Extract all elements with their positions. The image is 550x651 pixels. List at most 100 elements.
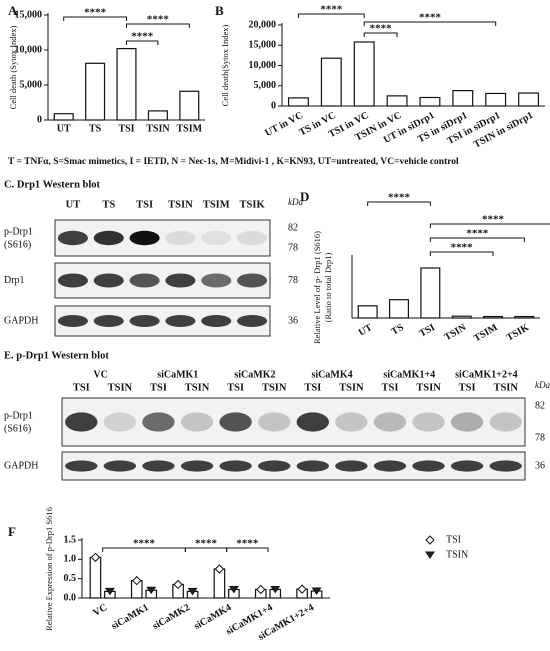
bar	[147, 110, 168, 121]
row-label: (S616)	[4, 423, 31, 434]
bar-marker	[132, 575, 142, 586]
bar	[518, 92, 540, 107]
lane-label: TSIN	[416, 382, 441, 393]
blot-band	[165, 230, 196, 246]
blot-band	[237, 230, 268, 246]
row-label: GAPDH	[4, 460, 38, 471]
x-tick-label: VC	[91, 602, 109, 619]
blot-band	[201, 273, 232, 288]
lane-label: TSI	[459, 382, 476, 393]
bar	[485, 92, 507, 107]
bar	[357, 305, 378, 319]
significance-label: ****	[482, 214, 505, 226]
significance-bracket	[126, 23, 190, 28]
blot-band	[65, 412, 98, 432]
panel-label: A	[8, 3, 18, 18]
group-label: siCaMK1+2+4	[455, 369, 518, 380]
x-tick-label: siCaMK2	[151, 602, 192, 632]
y-tick-label: 10,000	[249, 60, 277, 71]
bar	[419, 96, 441, 107]
blot-band	[335, 460, 368, 472]
blot-band	[142, 460, 175, 472]
blot-band	[180, 460, 214, 472]
y-axis-label: Cell death (Sytox Index)	[8, 25, 18, 109]
bar-marker	[173, 579, 183, 590]
y-tick-label: 1.0	[64, 554, 77, 565]
significance-label: ****	[236, 538, 259, 550]
y-tick-label: 0	[37, 114, 42, 125]
group-label: siCaMK2	[234, 369, 275, 380]
y-axis-label: Relative Level of p- Drp1 (S616)	[312, 231, 322, 344]
x-tick-label: UT	[357, 322, 375, 339]
blot-band	[219, 412, 252, 432]
significance-label: ****	[320, 4, 343, 16]
x-tick-label: TSI	[418, 322, 438, 340]
blot-band	[201, 230, 232, 246]
y-tick-label: 5,000	[254, 80, 277, 91]
bar	[386, 95, 408, 107]
blot-band	[296, 460, 329, 472]
bar	[420, 267, 441, 319]
marker-label: 82	[288, 222, 298, 233]
significance-bracket	[126, 40, 159, 45]
lane-label: TSIN	[108, 382, 133, 393]
blot-band	[489, 412, 522, 432]
lane-label: TSI	[136, 199, 153, 210]
bar	[179, 90, 200, 121]
x-tick-label: siCaMK1	[110, 602, 151, 632]
row-label: (S616)	[4, 239, 31, 250]
significance-bracket	[363, 32, 398, 37]
blot-band	[412, 412, 445, 432]
bar-marker	[187, 587, 198, 596]
bar	[85, 62, 106, 121]
bar	[353, 41, 375, 107]
significance-bracket	[363, 21, 497, 26]
significance-label: ****	[466, 228, 489, 240]
blot-unit: kDa	[535, 380, 550, 390]
significance-bracket	[429, 237, 525, 242]
x-tick-label: TSIN	[443, 322, 469, 344]
y-tick-label: 1.5	[64, 534, 77, 545]
bar-marker	[311, 587, 322, 595]
bar	[452, 90, 474, 107]
blot-band	[93, 230, 124, 246]
blot-band	[165, 315, 196, 327]
lane-label: TS	[102, 199, 115, 210]
significance-label: ****	[133, 538, 156, 550]
bar	[483, 315, 504, 319]
x-tick-label: TSIM	[177, 123, 203, 134]
marker-label: 36	[535, 460, 545, 471]
y-tick-label: 15,000	[15, 9, 43, 20]
blot-title: E. p-Drp1 Western blot	[4, 350, 109, 361]
x-tick-label: TSIN	[146, 123, 170, 134]
lane-label: TSI	[73, 382, 90, 393]
lane-label: TSIM	[203, 199, 230, 210]
group-label: siCaMK1	[157, 369, 198, 380]
row-label: GAPDH	[4, 315, 38, 326]
blot-band	[57, 273, 88, 288]
bar-marker	[90, 552, 101, 563]
panel-label: B	[215, 3, 224, 18]
blot-band	[237, 273, 268, 288]
y-tick-label: 0.5	[64, 573, 77, 584]
legend-marker	[425, 535, 435, 545]
blot-band	[296, 412, 329, 432]
panel-label: F	[8, 524, 16, 539]
significance-label: ****	[147, 14, 170, 26]
bar	[389, 299, 410, 319]
x-tick-label: UT in VC	[263, 110, 305, 139]
blot-band	[129, 230, 160, 246]
blot-band	[93, 315, 124, 327]
marker-label: 78	[288, 242, 298, 253]
bar-marker	[146, 586, 157, 595]
blot-band	[450, 412, 484, 432]
row-label: p-Drp1	[4, 410, 33, 421]
blot-band	[180, 412, 214, 432]
significance-label: ****	[370, 23, 393, 35]
significance-label: ****	[84, 7, 107, 19]
row-label: Drp1	[4, 275, 25, 286]
marker-label: 82	[535, 400, 545, 411]
lane-label: TSI	[227, 382, 244, 393]
bar	[116, 47, 137, 121]
